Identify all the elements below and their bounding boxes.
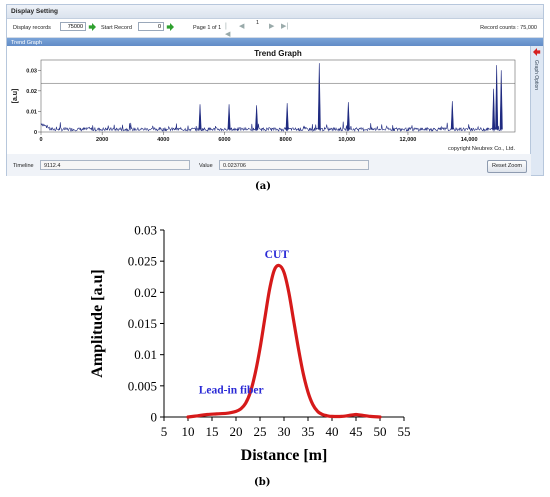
y-tick-label: 0.025 [128,254,157,269]
x-tick-label: 5 [161,424,168,439]
y-tick-label: 0 [151,410,158,425]
chart-title: Trend Graph [254,49,302,58]
x-tick-label: 12,000 [400,137,417,143]
x-tick-label: 55 [398,424,411,439]
x-tick-label: 25 [254,424,267,439]
trend-graph-chart[interactable]: Trend Graph [a.u] 0 0.01 0.02 0.03 0 2000 4000 60… [7,46,531,154]
y-tick-label: 0.03 [26,68,37,74]
y-tick-label: 0 [34,130,37,136]
peak-mark [346,102,350,130]
x-tick-label: 14,000 [461,137,478,143]
amplitude-distance-chart: 0 0.005 0.01 0.015 0.02 0.025 0.03 5 10 15 20 25 30 3… [90,223,411,465]
plot-area [40,59,516,133]
y-tick-label: 0.02 [134,285,157,300]
x-tick-label: 0 [39,137,42,143]
caption-a: (a) [255,181,271,192]
x-tick-label: 35 [302,424,315,439]
peak-mark [227,104,231,130]
start-record-input[interactable] [138,22,164,31]
record-counts: Record counts : 75,000 [480,25,537,31]
y-tick-label: 0.01 [134,347,157,362]
y-axis-label: Amplitude [a.u] [90,269,106,377]
annotation-label: Lead-in fiber [199,384,264,396]
y-tick-label: 0.005 [128,378,157,393]
previous-page-icon[interactable]: ◀ [239,23,245,30]
reset-zoom-button[interactable]: Reset Zoom [487,160,527,173]
y-axis-label: [a.u] [12,89,19,104]
baseline-trace [40,121,502,133]
x-tick-label: 4000 [157,137,169,143]
y-tick-label: 0.015 [128,316,157,331]
y-tick-label: 0.02 [26,89,37,95]
annotation-label: CUT [265,249,290,261]
peak-mark [450,101,454,130]
trend-graph-window: Display Setting Display records Start Re… [6,4,544,176]
amplitude-curve [186,263,382,419]
display-setting-header: Display Setting [7,5,543,19]
peak-mark [317,63,321,130]
timeline-label: Timeline [13,163,34,169]
x-tick-label: 6000 [218,137,230,143]
next-page-icon[interactable]: ▶ [269,23,275,30]
x-tick-label: 10,000 [338,137,355,143]
y-tick-label: 0.01 [26,109,37,115]
x-axis-label: Distance [m] [241,447,328,464]
x-tick-label: 8000 [280,137,292,143]
graph-option-tab[interactable]: Graph Option [530,46,543,175]
value-field: 0.023706 [219,160,369,170]
x-tick-label: 2000 [96,137,108,143]
copyright-text: copyright Neubrex Co., Ltd. [448,146,515,152]
trend-footer: Timeline 9112.4 Value 0.023706 Reset Zoo… [7,154,531,176]
x-tick-label: 40 [326,424,339,439]
peak-mark [198,104,202,130]
arrow-right-icon[interactable] [166,23,174,31]
peak-mark [495,65,499,130]
peak-mark [499,70,503,130]
start-record-label: Start Record [101,25,132,31]
value-label: Value [199,163,213,169]
x-tick-label: 30 [278,424,291,439]
peak-mark [492,88,496,130]
y-tick-label: 0.03 [134,223,157,238]
graph-option-label: Graph Option [533,60,539,91]
caption-b: (b) [254,477,271,488]
arrow-left-icon[interactable] [533,48,541,56]
display-records-input[interactable] [60,22,86,31]
x-tick-label: 20 [230,424,243,439]
last-page-icon[interactable]: ▶| [281,23,289,30]
timeline-field: 9112.4 [40,160,190,170]
peak-mark [255,105,259,130]
x-tick-label: 15 [206,424,219,439]
peak-mark [285,103,289,130]
first-page-icon[interactable]: |◀ [225,23,231,38]
arrow-right-icon[interactable] [88,23,96,31]
x-tick-label: 50 [374,424,387,439]
x-tick-label: 45 [350,424,363,439]
display-records-label: Display records [13,25,51,31]
display-toolbar: Display records Start Record Page 1 of 1… [7,19,543,38]
page-number: 1 [256,20,260,26]
trend-graph-header: Trend Graph [7,38,543,48]
x-tick-label: 10 [182,424,195,439]
page-indicator: Page 1 of 1 [193,25,222,31]
